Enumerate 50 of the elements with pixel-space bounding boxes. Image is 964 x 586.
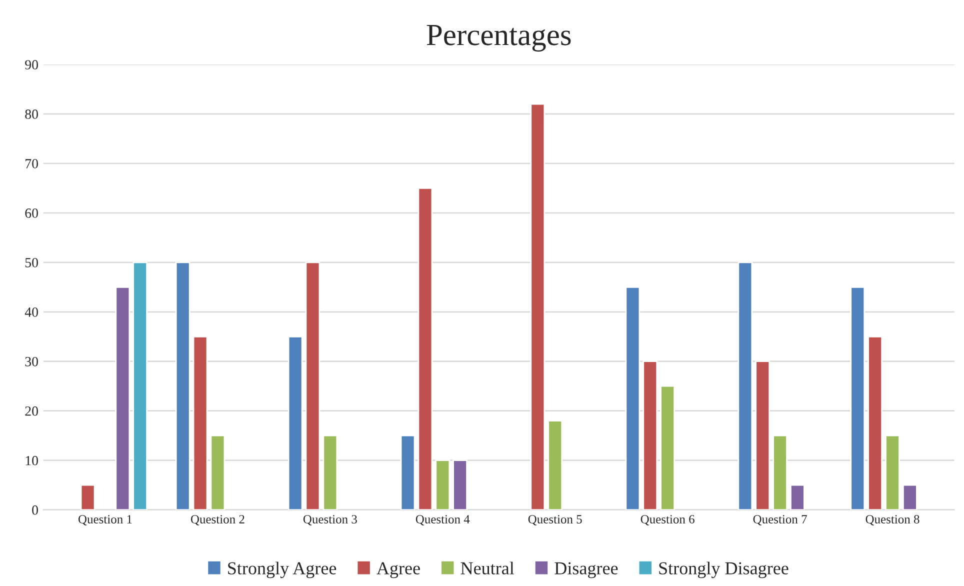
x-tick-label: Question 5 (528, 515, 582, 526)
bar (548, 420, 563, 510)
bar (435, 460, 450, 510)
y-tick-label: 20 (25, 406, 38, 416)
bar (625, 286, 640, 510)
y-tick-label: 70 (26, 159, 38, 168)
bar (80, 484, 96, 510)
x-tick-label: Question 6 (640, 515, 694, 526)
bar (192, 336, 208, 510)
y-tick-label: 30 (25, 356, 38, 366)
bar (642, 360, 658, 510)
bar (755, 360, 770, 510)
x-tick-label: Question 7 (753, 515, 807, 526)
y-tick-label: 10 (26, 456, 38, 466)
bar (305, 262, 320, 510)
bar (772, 434, 788, 510)
bar (660, 385, 676, 510)
bar (115, 286, 130, 510)
y-tick-label: 90 (25, 60, 38, 70)
y-tick-label: 80 (25, 110, 38, 119)
bar (850, 286, 866, 510)
y-tick-label: 0 (32, 505, 38, 515)
bar (452, 460, 468, 510)
x-tick-label: Question 4 (416, 515, 470, 526)
y-tick-label: 50 (25, 258, 38, 268)
bar (790, 484, 805, 510)
bar (418, 187, 433, 510)
x-tick-label: Question 8 (866, 515, 920, 526)
bar (885, 434, 900, 510)
bar (210, 434, 226, 510)
legend-label: Neutral (460, 562, 514, 574)
bar (322, 434, 338, 510)
bar (868, 336, 883, 510)
bar (902, 484, 918, 510)
x-tick-label: Question 2 (190, 515, 244, 526)
x-tick-label: Question 3 (303, 515, 357, 526)
bar (288, 336, 303, 510)
bar (738, 262, 753, 510)
bar (400, 434, 416, 510)
y-tick-label: 40 (24, 307, 38, 317)
legend-label: Agree (376, 562, 420, 578)
bar (530, 103, 546, 510)
legend-label: Strongly Agree (228, 562, 336, 578)
bar (175, 262, 190, 510)
chart-title: Percentages (426, 25, 571, 52)
legend-label: Strongly Disagree (659, 562, 788, 578)
y-tick-label: 60 (25, 208, 38, 218)
bar (132, 262, 148, 510)
legend-label: Disagree (554, 562, 618, 578)
x-tick-label: Question 1 (78, 515, 132, 526)
